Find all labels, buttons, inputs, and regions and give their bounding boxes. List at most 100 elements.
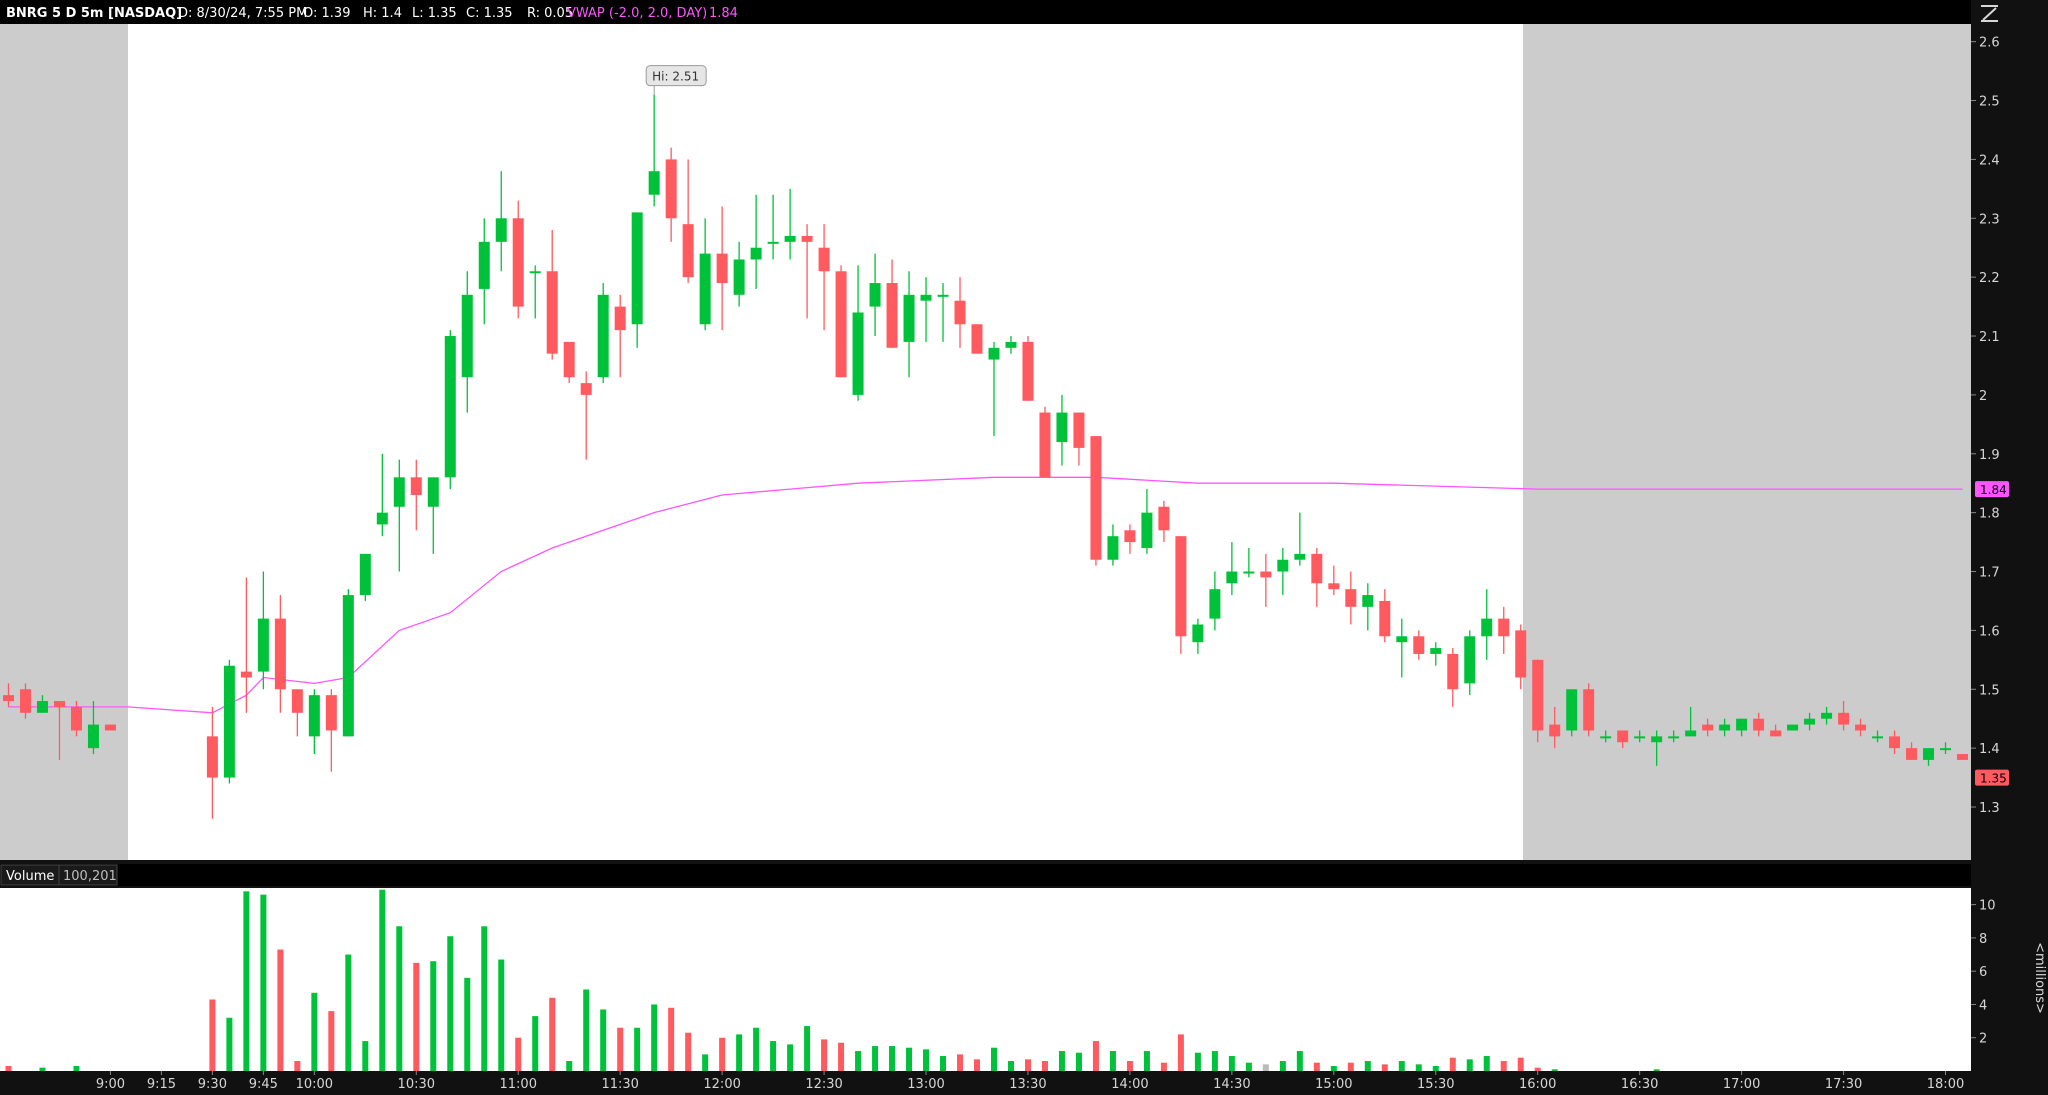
- volume-bar: [923, 1049, 930, 1071]
- afterhours-shading: [1523, 24, 1971, 860]
- volume-bar: [1126, 1061, 1133, 1071]
- volume-bar: [1432, 1066, 1439, 1071]
- candle: [801, 224, 813, 319]
- volume-bars: [5, 889, 1660, 1071]
- candle-body: [1855, 724, 1867, 731]
- candle-body: [444, 336, 456, 478]
- collapse-icon[interactable]: [1976, 2, 2002, 24]
- ohlc-field: D: 8/30/24, 7:55 PM: [178, 6, 307, 21]
- header-bar: [0, 0, 1971, 24]
- candle: [223, 659, 235, 784]
- price-tick-label: 1.7: [1979, 566, 2000, 581]
- volume-bar: [1211, 1051, 1218, 1071]
- candle: [1447, 648, 1459, 707]
- candle-body: [1685, 730, 1697, 737]
- candle-body: [750, 247, 762, 260]
- candle: [937, 283, 949, 342]
- candle: [563, 341, 575, 384]
- candle-body: [529, 271, 541, 274]
- candle-body: [1192, 624, 1204, 643]
- candle-body: [461, 294, 473, 378]
- candle: [104, 724, 116, 731]
- candle-body: [19, 689, 31, 713]
- candle-body: [1532, 659, 1544, 731]
- volume-bar: [345, 954, 352, 1071]
- candle-body: [1889, 736, 1901, 749]
- candle: [869, 253, 881, 337]
- candle-body: [937, 294, 949, 297]
- volume-bar: [447, 936, 454, 1071]
- volume-bar: [379, 889, 386, 1071]
- candle-body: [563, 341, 575, 378]
- candle-body: [342, 595, 354, 737]
- volume-bar: [855, 1051, 862, 1071]
- candle: [495, 171, 507, 272]
- volume-axis: 2 4 6 8 10: [1971, 899, 1996, 1047]
- study-label[interactable]: VWAP (-2.0, 2.0, DAY): [567, 6, 707, 21]
- candle-body: [223, 665, 235, 778]
- time-tick-label: 11:30: [601, 1077, 638, 1092]
- volume-bar: [1143, 1051, 1150, 1071]
- candle: [1039, 406, 1051, 478]
- candle: [1362, 583, 1374, 631]
- candle-body: [801, 235, 813, 242]
- candle-body: [1124, 530, 1136, 543]
- premarket-shading: [0, 24, 128, 860]
- volume-bar: [906, 1047, 913, 1071]
- volume-bar: [413, 962, 420, 1071]
- candle: [53, 701, 65, 760]
- volume-axis-unit: <millions>: [2032, 942, 2047, 1014]
- candle-body: [1039, 412, 1051, 478]
- ohlc-field: R: 0.05: [527, 6, 573, 21]
- candle: [1328, 565, 1340, 596]
- candle-body: [1719, 724, 1731, 731]
- candle: [1889, 730, 1901, 755]
- candle-body: [682, 224, 694, 278]
- candle-body: [1821, 712, 1833, 719]
- candle: [1158, 500, 1170, 543]
- volume-bar: [532, 1016, 539, 1071]
- candle: [1481, 589, 1493, 660]
- volume-bar: [838, 1042, 845, 1071]
- candle: [410, 459, 422, 531]
- candle-body: [291, 689, 303, 713]
- candle: [393, 459, 405, 572]
- candle: [87, 701, 99, 755]
- volume-tick-label: 10: [1979, 899, 1996, 914]
- volume-bar: [940, 1056, 947, 1071]
- candle-body: [1345, 589, 1357, 607]
- candle: [1022, 336, 1034, 401]
- vwap-series-line: [8, 476, 1963, 714]
- candle: [835, 265, 847, 378]
- vwap-line: [8, 476, 1963, 714]
- candle: [1872, 730, 1884, 743]
- candle: [70, 701, 82, 737]
- price-tick-label: 2.1: [1979, 330, 2000, 345]
- candle: [1311, 547, 1323, 607]
- volume-bar: [583, 989, 590, 1071]
- candle: [1787, 724, 1799, 731]
- symbol-title[interactable]: BNRG 5 D 5m [NASDAQ]: [6, 6, 182, 21]
- volume-bar: [634, 1027, 641, 1071]
- candles: [2, 94, 1969, 819]
- candle-body: [1753, 718, 1765, 731]
- volume-value: 100,201: [63, 869, 117, 884]
- volume-label[interactable]: Volume: [6, 869, 54, 884]
- time-tick-label: 14:00: [1111, 1077, 1148, 1092]
- candle-body: [1107, 536, 1119, 560]
- volume-bar: [1177, 1034, 1184, 1071]
- price-tick-label: 1.6: [1979, 624, 2000, 639]
- volume-bar: [1194, 1052, 1201, 1071]
- ohlc-field: O: 1.39: [303, 6, 350, 21]
- candle: [1940, 742, 1952, 755]
- candle: [767, 194, 779, 260]
- volume-bar: [209, 999, 216, 1071]
- volume-bar: [1449, 1057, 1456, 1071]
- candle: [1345, 571, 1357, 625]
- time-tick-label: 13:00: [907, 1077, 944, 1092]
- time-tick-label: 11:00: [500, 1077, 537, 1092]
- candle: [682, 159, 694, 284]
- candle-body: [1566, 689, 1578, 731]
- candle: [1753, 712, 1765, 737]
